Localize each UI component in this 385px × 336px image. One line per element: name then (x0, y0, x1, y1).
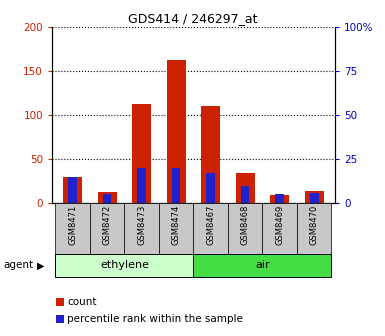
Text: GSM8472: GSM8472 (103, 205, 112, 245)
Bar (270, 195, 289, 203)
Bar (275, 195, 284, 203)
Bar (159, 203, 193, 254)
Bar (241, 185, 249, 203)
Bar (201, 106, 220, 203)
Text: GSM8471: GSM8471 (68, 205, 77, 245)
Text: air: air (255, 260, 270, 270)
Bar (310, 193, 318, 203)
Text: agent: agent (4, 260, 34, 270)
Text: ▶: ▶ (37, 260, 44, 270)
Text: GSM8468: GSM8468 (241, 205, 250, 245)
Text: GSM8470: GSM8470 (310, 205, 319, 245)
Bar (206, 173, 215, 203)
Bar (132, 104, 151, 203)
Bar (55, 203, 90, 254)
Bar (305, 191, 324, 203)
Text: GSM8469: GSM8469 (275, 205, 284, 245)
Text: percentile rank within the sample: percentile rank within the sample (67, 314, 243, 324)
Bar (98, 192, 117, 203)
Text: GSM8467: GSM8467 (206, 205, 215, 245)
Text: ethylene: ethylene (100, 260, 149, 270)
Bar (297, 203, 331, 254)
Bar (194, 254, 331, 277)
Bar (167, 60, 186, 203)
Text: GSM8474: GSM8474 (172, 205, 181, 245)
Bar (55, 254, 194, 277)
Bar (194, 203, 228, 254)
Bar (124, 203, 159, 254)
Bar (103, 195, 112, 203)
Bar (137, 168, 146, 203)
Bar (236, 173, 255, 203)
Bar (69, 177, 77, 203)
Bar (63, 177, 82, 203)
Text: count: count (67, 297, 97, 307)
Bar (228, 203, 263, 254)
Bar (263, 203, 297, 254)
Bar (90, 203, 124, 254)
Text: GSM8473: GSM8473 (137, 205, 146, 245)
Bar (172, 168, 181, 203)
Text: GDS414 / 246297_at: GDS414 / 246297_at (128, 12, 257, 25)
